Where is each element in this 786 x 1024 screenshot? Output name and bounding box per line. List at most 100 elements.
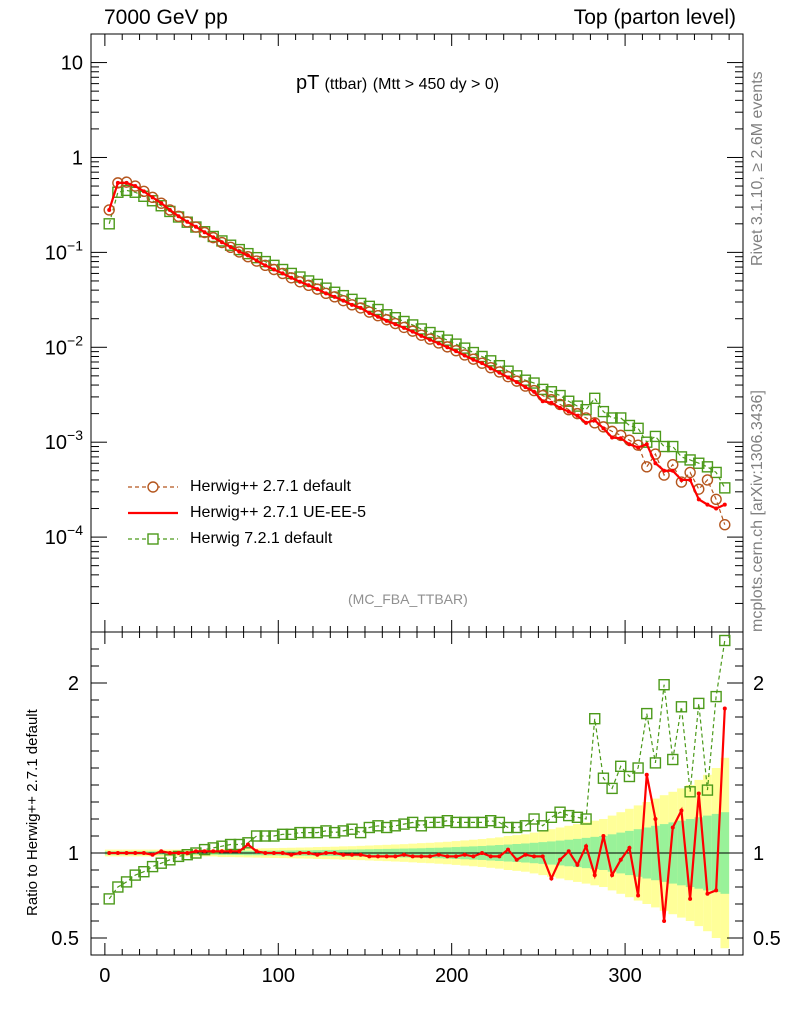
header-process: 7000 GeV pp xyxy=(104,6,228,29)
ratio-series-herwig7-point xyxy=(563,809,575,822)
ratio-series-ueee5-point xyxy=(263,851,268,855)
main-series-ueee5-point xyxy=(670,468,675,473)
ratio-series-herwig7-point xyxy=(589,713,601,725)
ratio-series-ueee5-point xyxy=(523,852,528,857)
main-series-ueee5-point xyxy=(185,219,190,224)
x-tick-label: 100 xyxy=(262,965,295,987)
ratio-series-ueee5-point xyxy=(454,854,459,859)
main-series-herwigpp-default-point xyxy=(172,210,185,222)
ratio-series-ueee5-point xyxy=(323,851,328,855)
main-series-herwig7-point xyxy=(606,412,618,424)
ratio-series-herwig7-point xyxy=(519,820,532,832)
main-series-ueee5-point xyxy=(610,435,615,440)
ratio-series-ueee5-point xyxy=(696,791,701,796)
ratio-series-ueee5-point xyxy=(601,834,606,838)
ratio-y-tick-label: 2 xyxy=(68,673,79,695)
main-series-ueee5-point xyxy=(532,389,537,394)
ratio-series-ueee5-point xyxy=(245,842,250,847)
ratio-series-ueee5-point xyxy=(115,851,120,855)
main-series-herwig7-point xyxy=(632,422,644,435)
ratio-series-herwig7-point xyxy=(346,823,358,835)
main-series-ueee5-point xyxy=(540,399,545,404)
ratio-series-ueee5-point xyxy=(722,706,727,711)
ratio-series-ueee5-point xyxy=(653,817,658,821)
ratio-series-herwig7-point xyxy=(311,826,323,839)
main-series-herwig7-point xyxy=(658,440,670,453)
main-series-ueee5-point xyxy=(254,258,259,263)
ratio-series-herwig7-point xyxy=(129,869,141,881)
main-series-ueee5-point xyxy=(558,405,563,410)
ratio-series-ueee5-point xyxy=(393,854,398,859)
ratio-series-herwig7-point xyxy=(632,762,644,774)
ratio-series-herwig7-point xyxy=(415,820,428,832)
main-series-herwig7-point xyxy=(615,412,627,424)
main-series-ueee5-point xyxy=(601,426,606,431)
ratio-series-herwig7-point xyxy=(615,760,627,772)
ratio-series-herwig7-point xyxy=(250,830,263,842)
ratio-series-ueee5-point xyxy=(289,852,294,857)
main-series-ueee5-point xyxy=(488,366,493,371)
main-series-ueee5-point xyxy=(679,477,684,482)
main-series-herwigpp-default-point xyxy=(207,231,219,244)
ratio-series-ueee5-point xyxy=(497,854,502,859)
ratio-series-herwig7-point xyxy=(432,816,445,829)
main-series-ueee5-point xyxy=(514,380,519,385)
main-series-herwigpp-default-point xyxy=(146,191,159,204)
ratio-series-ueee5-point xyxy=(670,825,675,830)
main-series-ueee5-point xyxy=(584,420,589,425)
main-series-ueee5-point xyxy=(445,345,450,350)
main-series-ueee5-point xyxy=(506,375,511,380)
main-series-ueee5-point xyxy=(428,337,433,342)
main-y-tick-label: 10−2 xyxy=(45,332,83,359)
ratio-series-ueee5-point xyxy=(410,854,415,859)
main-series-herwig7-point xyxy=(667,440,679,453)
main-series-herwigpp-default-point xyxy=(615,429,627,442)
main-series-ueee5-point xyxy=(705,502,710,507)
ratio-series-herwig7-point xyxy=(701,784,714,796)
ratio-series-herwig7-point xyxy=(389,820,402,832)
main-series-herwigpp-default-point xyxy=(710,493,722,506)
ratio-series-herwig7-point xyxy=(380,821,393,834)
ratio-series-herwig7-point xyxy=(467,816,480,829)
analysis-watermark: (MC_FBA_TTBAR) xyxy=(348,591,468,607)
ratio-y-tick-label-right: 1 xyxy=(753,843,764,865)
main-y-tick-label: 10−4 xyxy=(45,522,83,549)
ratio-series-ueee5-point xyxy=(271,851,276,855)
ratio-series-herwig7-point xyxy=(398,818,410,830)
main-series-ueee5-point xyxy=(107,207,112,212)
plot-title-cut: (Mtt > 450 dy > 0) xyxy=(372,76,500,93)
ratio-series-herwig7-point xyxy=(441,815,454,827)
ratio-series-ueee5-point xyxy=(159,849,164,854)
ratio-series-ueee5-point xyxy=(705,891,710,896)
header-observable: Top (parton level) xyxy=(573,6,736,29)
main-series-herwigpp-default-point xyxy=(701,474,714,486)
ratio-series-ueee5-point xyxy=(514,857,519,862)
ratio-series-ueee5-point xyxy=(141,851,146,855)
main-series-herwigpp-default-point xyxy=(476,357,488,369)
ratio-series-ueee5-point xyxy=(488,854,493,859)
main-series-herwigpp-default-point xyxy=(528,384,540,397)
legend-label-herwig7-default: Herwig 7.2.1 default xyxy=(190,530,333,547)
main-series-herwigpp-default-point xyxy=(675,476,688,488)
main-series-ueee5-point xyxy=(384,318,389,323)
ratio-series-ueee5-point xyxy=(315,852,320,857)
ratio-series-herwig7-point xyxy=(511,821,523,834)
ratio-series-ueee5-point xyxy=(428,854,433,859)
main-series-ueee5-point xyxy=(636,445,641,450)
ratio-series-herwig7-point xyxy=(363,821,376,834)
ratio-series-ueee5-point xyxy=(714,888,719,893)
main-y-tick-label: 10−3 xyxy=(45,427,83,454)
main-series-herwigpp-default-point xyxy=(181,216,193,228)
main-series-ueee5-point xyxy=(644,442,649,447)
ratio-series-ueee5-point xyxy=(618,857,623,862)
ratio-series-ueee5-point xyxy=(532,854,537,859)
ratio-series-herwig7-point xyxy=(372,820,384,832)
legend-marker-0 xyxy=(147,481,159,493)
main-series-ueee5-point xyxy=(245,253,250,258)
main-series-ueee5-point xyxy=(358,305,363,310)
ratio-series-ueee5-point xyxy=(540,854,545,859)
main-series-ueee5-point xyxy=(566,409,571,414)
ratio-series-ueee5-point xyxy=(610,873,615,878)
main-series-ueee5-point xyxy=(436,341,441,346)
